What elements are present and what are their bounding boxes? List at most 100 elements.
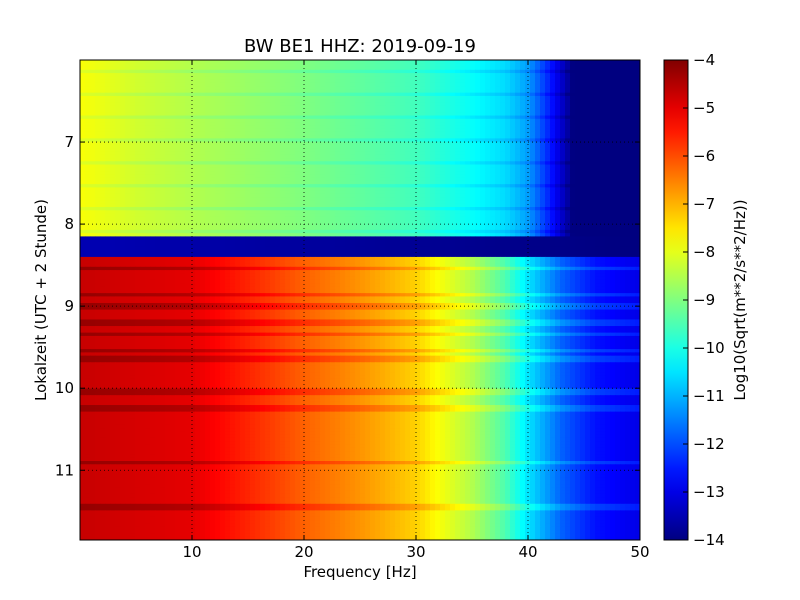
heatmap-cell	[285, 135, 291, 140]
heatmap-cell	[595, 141, 601, 146]
heatmap-cell	[315, 200, 321, 205]
heatmap-cell	[120, 190, 126, 195]
heatmap-cell	[375, 135, 381, 140]
heatmap-cell	[520, 135, 526, 140]
heatmap-cell	[235, 180, 241, 185]
heatmap-cell	[500, 73, 506, 77]
heatmap-cell	[330, 180, 336, 185]
heatmap-cell	[245, 138, 251, 143]
heatmap-cell	[420, 128, 426, 133]
heatmap-cell	[90, 105, 96, 110]
heatmap-cell	[405, 63, 411, 68]
heatmap-cell	[630, 86, 636, 90]
heatmap-cell	[410, 200, 416, 205]
heatmap-cell	[80, 128, 86, 133]
heatmap-cell	[485, 167, 491, 172]
heatmap-cell	[600, 122, 606, 126]
heatmap-cell	[290, 60, 296, 64]
heatmap-cell	[215, 164, 221, 169]
heatmap-cell	[430, 200, 436, 205]
heatmap-cell	[305, 138, 311, 143]
heatmap-cell	[120, 200, 126, 205]
heatmap-cell	[435, 63, 441, 68]
heatmap-cell	[330, 92, 336, 97]
heatmap-cell	[535, 66, 541, 71]
heatmap-cell	[370, 154, 376, 159]
heatmap-cell	[530, 158, 536, 162]
heatmap-cell	[630, 66, 636, 71]
heatmap-cell	[385, 180, 391, 185]
heatmap-cell	[370, 193, 376, 198]
heatmap-cell	[170, 197, 176, 202]
heatmap-cell	[565, 76, 571, 81]
heatmap-cell	[535, 109, 541, 113]
heatmap-cell	[405, 82, 411, 87]
heatmap-cell	[395, 180, 401, 185]
heatmap-cell	[505, 164, 511, 169]
heatmap-cell	[280, 154, 286, 159]
heatmap-cell	[505, 92, 511, 97]
heatmap-cell	[560, 102, 566, 107]
heatmap-cell	[95, 135, 101, 140]
heatmap-cell	[435, 138, 441, 143]
heatmap-cell	[535, 158, 541, 162]
heatmap-cell	[560, 92, 566, 97]
heatmap-cell	[495, 193, 501, 198]
heatmap-cell	[240, 135, 246, 140]
heatmap-cell	[295, 167, 301, 172]
heatmap-cell	[515, 115, 521, 120]
heatmap-cell	[325, 112, 331, 117]
heatmap-cell	[535, 95, 541, 100]
heatmap-cell	[465, 171, 471, 175]
heatmap-cell	[605, 95, 611, 100]
heatmap-cell	[390, 193, 396, 198]
heatmap-cell	[475, 187, 481, 192]
heatmap-cell	[535, 79, 541, 84]
heatmap-cell	[315, 66, 321, 71]
heatmap-cell	[330, 69, 336, 74]
heatmap-cell	[460, 115, 466, 120]
heatmap-cell	[90, 112, 96, 117]
heatmap-cell	[450, 187, 456, 192]
heatmap-cell	[160, 148, 166, 153]
heatmap-cell	[275, 141, 281, 146]
heatmap-cell	[190, 174, 196, 179]
heatmap-cell	[280, 89, 286, 94]
heatmap-cell	[105, 148, 111, 153]
heatmap-cell	[185, 180, 191, 185]
heatmap-cell	[425, 105, 431, 110]
heatmap-cell	[295, 115, 301, 120]
heatmap-cell	[510, 161, 516, 166]
heatmap-cell	[225, 167, 231, 172]
heatmap-cell	[440, 131, 446, 136]
heatmap-cell	[375, 138, 381, 143]
heatmap-cell	[435, 76, 441, 81]
heatmap-cell	[400, 109, 406, 113]
heatmap-cell	[525, 187, 531, 192]
heatmap-cell	[550, 128, 556, 133]
heatmap-cell	[170, 135, 176, 140]
heatmap-cell	[630, 122, 636, 126]
heatmap-cell	[130, 66, 136, 71]
heatmap-cell	[330, 63, 336, 68]
heatmap-cell	[190, 177, 196, 182]
heatmap-cell	[580, 69, 586, 74]
heatmap-cell	[300, 197, 306, 202]
heatmap-cell	[170, 89, 176, 94]
heatmap-cell	[495, 99, 501, 104]
heatmap-cell	[510, 82, 516, 87]
heatmap-cell	[590, 125, 596, 130]
heatmap-cell	[270, 187, 276, 192]
heatmap-cell	[370, 184, 376, 189]
heatmap-cell	[290, 86, 296, 90]
heatmap-cell	[205, 184, 211, 189]
heatmap-cell	[495, 151, 501, 156]
heatmap-cell	[175, 122, 181, 126]
heatmap-cell	[205, 187, 211, 192]
heatmap-cell	[635, 69, 640, 74]
heatmap-cell	[475, 161, 481, 166]
heatmap-cell	[230, 167, 236, 172]
heatmap-cell	[175, 125, 181, 130]
heatmap-cell	[280, 105, 286, 110]
heatmap-cell	[265, 125, 271, 130]
